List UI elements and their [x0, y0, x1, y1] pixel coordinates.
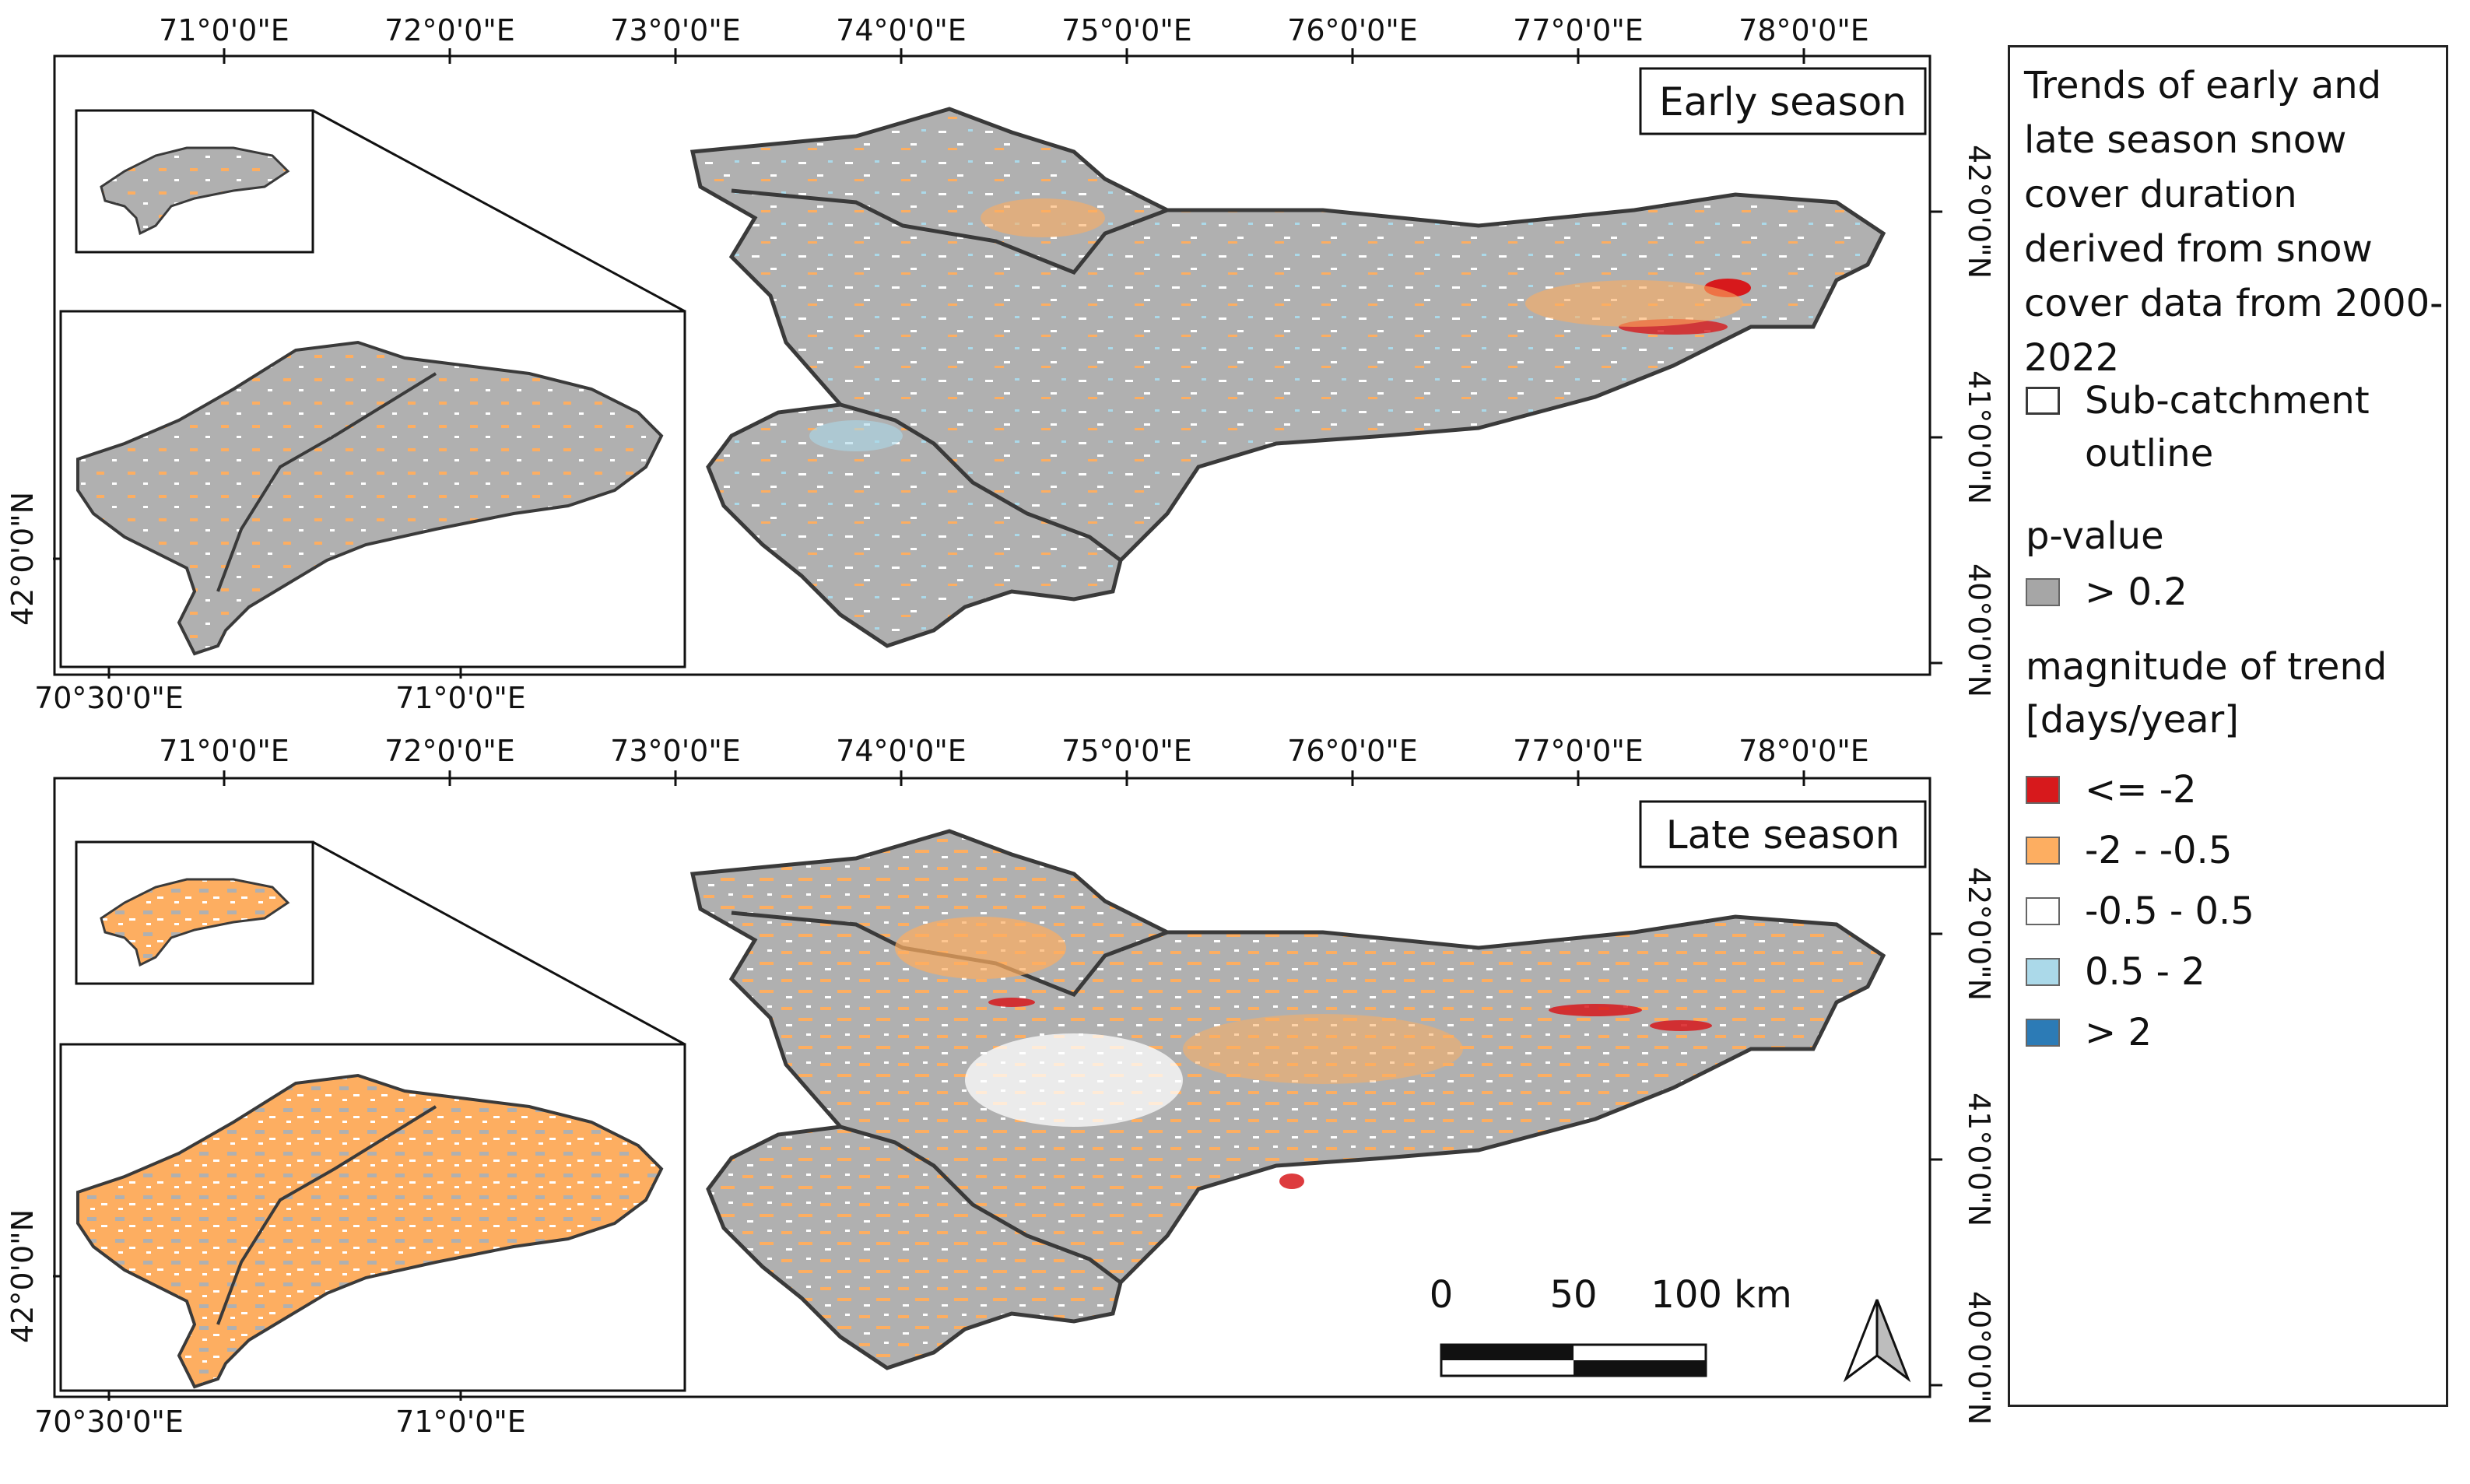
early-subcatchment-boundary-south [840, 402, 1122, 562]
scale-label-0: 0 [1430, 1273, 1454, 1317]
legend-trend-label: 0.5 - 2 [2085, 950, 2205, 994]
legend-trend-label: <= -2 [2085, 768, 2197, 812]
legend-trend-label: -2 - -0.5 [2085, 829, 2233, 872]
early-top-tick-2: 72°0'0"E [384, 13, 515, 47]
early-top-axis [223, 48, 1805, 64]
legend-pvalue-heading: p-value [2026, 514, 2164, 558]
late-top-tick-5: 75°0'0"E [1061, 734, 1192, 768]
early-top-tick-4: 74°0'0"E [836, 13, 967, 47]
early-top-tick-1: 71°0'0"E [159, 13, 289, 47]
early-inset-bottom-tick-2: 71°0'0"E [395, 681, 526, 715]
north-arrow-icon [1843, 1299, 1911, 1383]
legend-outline-swatch [2026, 387, 2060, 415]
late-top-tick-6: 76°0'0"E [1287, 734, 1418, 768]
early-inset-bottom-tick-1: 70°30'0"E [34, 681, 184, 715]
scale-label-50: 50 [1549, 1273, 1597, 1317]
legend-trend-swatch [2026, 776, 2060, 804]
late-season-label-box [1639, 800, 1927, 868]
legend-trend-row: > 2 [2026, 1011, 2152, 1054]
late-main-catchment [693, 831, 1883, 1368]
early-top-tick-8: 78°0'0"E [1738, 13, 1869, 47]
scale-bar: 0 50 100 km [1430, 1273, 1792, 1377]
late-top-tick-3: 73°0'0"E [610, 734, 741, 768]
early-top-tick-3: 73°0'0"E [610, 13, 741, 47]
legend-trend-label: -0.5 - 0.5 [2085, 889, 2254, 933]
legend-pvalue-row: > 0.2 [2026, 570, 2188, 614]
late-season-label: Late season [1666, 812, 1900, 858]
late-right-tick-2: 41°0'0"N [1962, 1093, 1996, 1226]
late-inset-bottom-tick-1: 70°30'0"E [34, 1405, 184, 1439]
late-season-panel: 71°0'0"E 72°0'0"E 73°0'0"E 74°0'0"E 75°0… [5, 734, 1996, 1439]
legend-outline-label: Sub-catchment outline [2085, 379, 2370, 475]
legend-trend-swatch [2026, 958, 2060, 986]
early-right-tick-2: 41°0'0"N [1962, 370, 1996, 504]
early-season-label: Early season [1659, 79, 1907, 125]
early-season-panel: 71°0'0"E 72°0'0"E 73°0'0"E 74°0'0"E 75°0… [5, 13, 1996, 715]
legend-trend-row: <= -2 [2026, 768, 2197, 812]
early-top-tick-6: 76°0'0"E [1287, 13, 1418, 47]
early-right-tick-1: 42°0'0"N [1962, 145, 1996, 279]
late-inset-bottom-tick-2: 71°0'0"E [395, 1405, 526, 1439]
late-top-tick-1: 71°0'0"E [159, 734, 289, 768]
legend-trend-swatch [2026, 1019, 2060, 1047]
late-right-tick-1: 42°0'0"N [1962, 867, 1996, 1001]
legend-trend-label: > 2 [2085, 1011, 2152, 1054]
legend-outline-row: Sub-catchment outline [2026, 374, 2412, 480]
late-inset-left-tick: 42°0'0"N [5, 1209, 40, 1343]
early-right-tick-3: 40°0'0"N [1962, 563, 1996, 697]
scale-label-100: 100 km [1651, 1273, 1791, 1317]
legend-trend-swatch [2026, 897, 2060, 925]
early-season-label-box [1639, 67, 1927, 135]
legend-pvalue-label: > 0.2 [2085, 570, 2188, 614]
legend-trend-row: -2 - -0.5 [2026, 829, 2232, 872]
late-top-tick-8: 78°0'0"E [1738, 734, 1869, 768]
early-top-tick-5: 75°0'0"E [1061, 13, 1192, 47]
legend-trend-row: -0.5 - 0.5 [2026, 889, 2254, 933]
legend-trend-row: 0.5 - 2 [2026, 950, 2205, 994]
legend-panel: Trends of early and late season snow cov… [2008, 45, 2448, 1407]
early-inset-left-tick: 42°0'0"N [5, 492, 40, 626]
legend-title: Trends of early and late season snow cov… [2024, 64, 2444, 380]
early-main-catchment [693, 109, 1883, 646]
legend-trend-swatch [2026, 837, 2060, 865]
late-top-tick-2: 72°0'0"E [384, 734, 515, 768]
legend-pvalue-swatch [2026, 578, 2060, 606]
late-top-tick-4: 74°0'0"E [836, 734, 967, 768]
legend-trend-heading: magnitude of trend [days/year] [2026, 645, 2388, 742]
late-top-tick-7: 77°0'0"E [1513, 734, 1644, 768]
early-subcatchment-boundary-north [731, 188, 1168, 275]
late-right-tick-3: 40°0'0"N [1962, 1291, 1996, 1425]
early-top-tick-7: 77°0'0"E [1513, 13, 1644, 47]
